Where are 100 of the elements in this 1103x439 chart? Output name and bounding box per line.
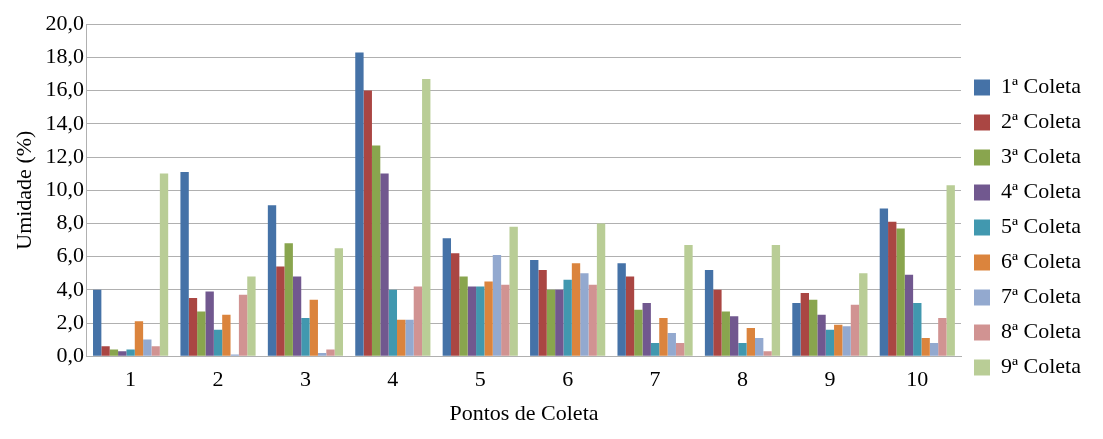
bar [197,311,206,356]
bar [850,304,860,356]
bar [792,303,801,356]
legend-label: 1ª Coleta [1001,73,1082,99]
x-tick-label: 7 [649,366,661,392]
bar [721,311,730,356]
x-tick-label: 1 [125,366,137,392]
bar [205,291,214,356]
bar [134,321,144,356]
bar [397,319,406,356]
bar [859,273,868,356]
bar [800,293,810,356]
bar [118,351,127,356]
bar [126,349,135,356]
y-tick-label: 16,0 [45,76,84,102]
bar [617,263,626,356]
bar [746,327,756,356]
bar [501,284,510,356]
bar [904,274,914,356]
bar [247,276,256,356]
y-tick-label: 2,0 [56,308,84,334]
legend-label: 9ª Coleta [1001,353,1082,379]
bar [659,318,668,356]
bar [546,289,556,356]
bar [642,303,651,356]
y-tick-label: 14,0 [45,109,84,135]
y-tick-label: 18,0 [45,43,84,69]
x-tick-label: 3 [299,366,311,392]
bar [755,337,764,356]
bar [817,314,826,356]
x-tick-label: 2 [212,366,224,392]
bar [276,266,285,356]
bar [363,90,372,356]
bar [675,342,685,356]
x-tick-label: 4 [387,366,399,392]
bar [284,243,293,356]
x-tick-label: 5 [474,366,486,392]
bar [476,286,485,356]
y-tick-label: 4,0 [56,275,84,301]
bar [380,173,389,356]
bar [763,351,772,356]
y-tick-label: 20,0 [45,9,84,35]
y-axis-title: Umidade (%) [10,130,36,250]
bar [625,276,635,356]
bar [222,314,231,356]
y-tick-label: 10,0 [45,175,84,201]
bar [109,349,119,356]
bar [451,253,460,356]
legend-label: 7ª Coleta [1001,283,1082,309]
bar [459,276,468,356]
legend-label: 3ª Coleta [1001,143,1082,169]
y-tick-label: 0,0 [56,341,84,367]
legend-label: 4ª Coleta [1001,178,1082,204]
bar [580,273,589,356]
x-tick-label: 10 [906,366,929,392]
bar [842,326,851,356]
bar [442,238,452,356]
bar [634,309,643,356]
bar [413,286,423,356]
x-tick-label: 8 [736,366,748,392]
bar [896,228,905,356]
bar [317,352,327,356]
bar [729,316,739,356]
bar [667,332,676,356]
bar [101,346,110,356]
bar [422,78,431,356]
bar [267,205,277,356]
bar [388,289,398,356]
y-tick-label: 6,0 [56,242,84,268]
legend-label: 8ª Coleta [1001,318,1082,344]
bar [309,299,318,356]
bar [650,342,660,356]
y-tick-label: 12,0 [45,142,84,168]
bar [946,185,955,356]
bar [188,298,198,356]
legend-label: 5ª Coleta [1001,213,1082,239]
bar [825,329,835,356]
bar [921,337,930,356]
x-tick-label: 6 [562,366,574,392]
bar [704,269,714,356]
bar [405,319,414,356]
bar [771,244,781,356]
bar [301,318,310,356]
bar [467,286,477,356]
bar [492,254,502,356]
bar [143,339,152,356]
bar [913,303,922,356]
x-tick-label: 9 [824,366,836,392]
bar [180,171,189,356]
bar [159,173,169,356]
bar [151,346,160,356]
bar [238,294,248,356]
bar [738,342,747,356]
bar [509,226,518,356]
bar [938,318,947,356]
bar [213,329,223,356]
bar [292,276,302,356]
bar [530,259,539,356]
bar [571,263,581,356]
bar [809,299,818,356]
